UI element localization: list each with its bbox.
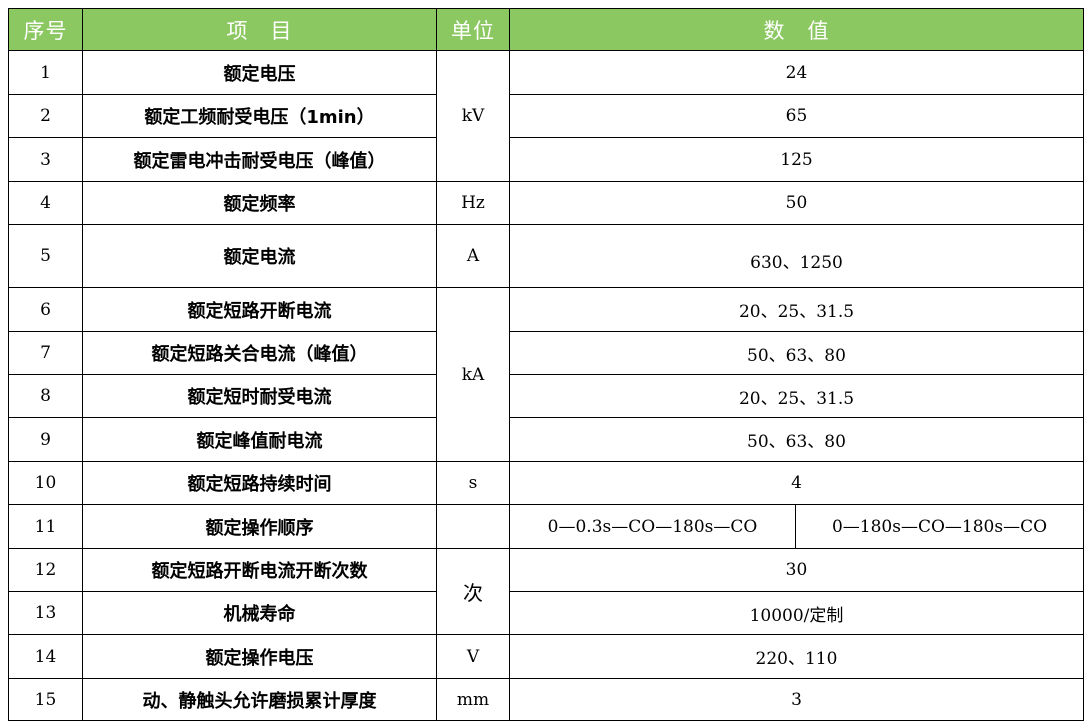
row-value-b: 0—180s—CO—180s—CO	[795, 504, 1084, 549]
row-value: 50	[509, 181, 1084, 225]
row-unit: V	[436, 634, 510, 679]
row-no: 14	[8, 634, 83, 679]
row-no: 6	[8, 287, 83, 332]
row-item: 额定电压	[82, 50, 437, 95]
row-no: 11	[8, 504, 83, 549]
row-item: 额定工频耐受电压（1min）	[82, 94, 437, 138]
header-item: 项 目	[82, 8, 437, 51]
row-unit: mm	[436, 678, 510, 721]
row-item: 额定电流	[82, 224, 437, 288]
row-item: 额定雷电冲击耐受电压（峰值）	[82, 137, 437, 182]
row-no: 5	[8, 224, 83, 288]
row-item: 额定短时耐受电流	[82, 374, 437, 418]
row-no: 2	[8, 94, 83, 138]
row-no: 12	[8, 548, 83, 592]
row-value: 220、110	[509, 634, 1084, 679]
row-item: 额定短路关合电流（峰值）	[82, 331, 437, 375]
header-value: 数 值	[509, 8, 1084, 51]
row-no: 13	[8, 591, 83, 635]
row-item: 额定峰值耐电流	[82, 417, 437, 462]
table-row: 9 额定峰值耐电流 50、63、80	[8, 417, 1084, 462]
table-row: 3 额定雷电冲击耐受电压（峰值） 125	[8, 137, 1084, 182]
row-no: 1	[8, 50, 83, 95]
row-value: 125	[509, 137, 1084, 182]
table-row: 12 额定短路开断电流开断次数 次 30	[8, 548, 1084, 635]
table-row: 7 额定短路关合电流（峰值） 50、63、80	[8, 331, 1084, 375]
table-row: 14 额定操作电压 V 220、110	[8, 634, 1084, 679]
row-value: 30	[509, 548, 1084, 592]
table-row: 2 额定工频耐受电压（1min） 65	[8, 94, 1084, 138]
row-unit: kV	[436, 50, 510, 182]
row-value: 630、1250	[509, 224, 1084, 288]
table-row: 1 额定电压 kV 24	[8, 50, 1084, 182]
table-row: 15 动、静触头允许磨损累计厚度 mm 3	[8, 678, 1084, 721]
row-item: 额定短路开断电流	[82, 287, 437, 332]
row-unit: Hz	[436, 181, 510, 225]
row-unit: s	[436, 461, 510, 505]
row-item: 额定短路持续时间	[82, 461, 437, 505]
header-row: 序号 项 目 单位 数 值	[8, 8, 1084, 51]
row-no: 10	[8, 461, 83, 505]
row-value: 4	[509, 461, 1084, 505]
row-no: 9	[8, 417, 83, 462]
row-value: 50、63、80	[509, 417, 1084, 462]
row-no: 3	[8, 137, 83, 182]
header-no: 序号	[8, 8, 83, 51]
row-value: 20、25、31.5	[509, 374, 1084, 418]
row-unit	[436, 504, 510, 549]
row-item: 动、静触头允许磨损累计厚度	[82, 678, 437, 721]
header-unit: 单位	[436, 8, 510, 51]
row-value: 50、63、80	[509, 331, 1084, 375]
row-unit: 次	[436, 548, 510, 635]
row-item: 额定操作电压	[82, 634, 437, 679]
row-unit: A	[436, 224, 510, 288]
row-item: 额定操作顺序	[82, 504, 437, 549]
table-row: 6 额定短路开断电流 kA 20、25、31.5	[8, 287, 1084, 462]
row-no: 8	[8, 374, 83, 418]
table-row: 5 额定电流 A 630、1250	[8, 224, 1084, 288]
row-value: 24	[509, 50, 1084, 95]
table-row: 4 额定频率 Hz 50	[8, 181, 1084, 225]
row-value: 65	[509, 94, 1084, 138]
table-row: 10 额定短路持续时间 s 4	[8, 461, 1084, 505]
row-value-a: 0—0.3s—CO—180s—CO	[509, 504, 796, 549]
row-item: 机械寿命	[82, 591, 437, 635]
row-value: 3	[509, 678, 1084, 721]
row-item: 额定频率	[82, 181, 437, 225]
row-item: 额定短路开断电流开断次数	[82, 548, 437, 592]
row-no: 7	[8, 331, 83, 375]
row-unit: kA	[436, 287, 510, 462]
table-row: 8 额定短时耐受电流 20、25、31.5	[8, 374, 1084, 418]
row-no: 4	[8, 181, 83, 225]
spec-table: 序号 项 目 单位 数 值 1 额定电压 kV 24 2 额定工频耐受电压（1m…	[8, 8, 1084, 721]
row-value: 10000/定制	[509, 591, 1084, 635]
row-no: 15	[8, 678, 83, 721]
table-row: 11 额定操作顺序 0—0.3s—CO—180s—CO 0—180s—CO—18…	[8, 504, 1084, 549]
row-value: 20、25、31.5	[509, 287, 1084, 332]
table-row: 13 机械寿命 10000/定制	[8, 591, 1084, 635]
